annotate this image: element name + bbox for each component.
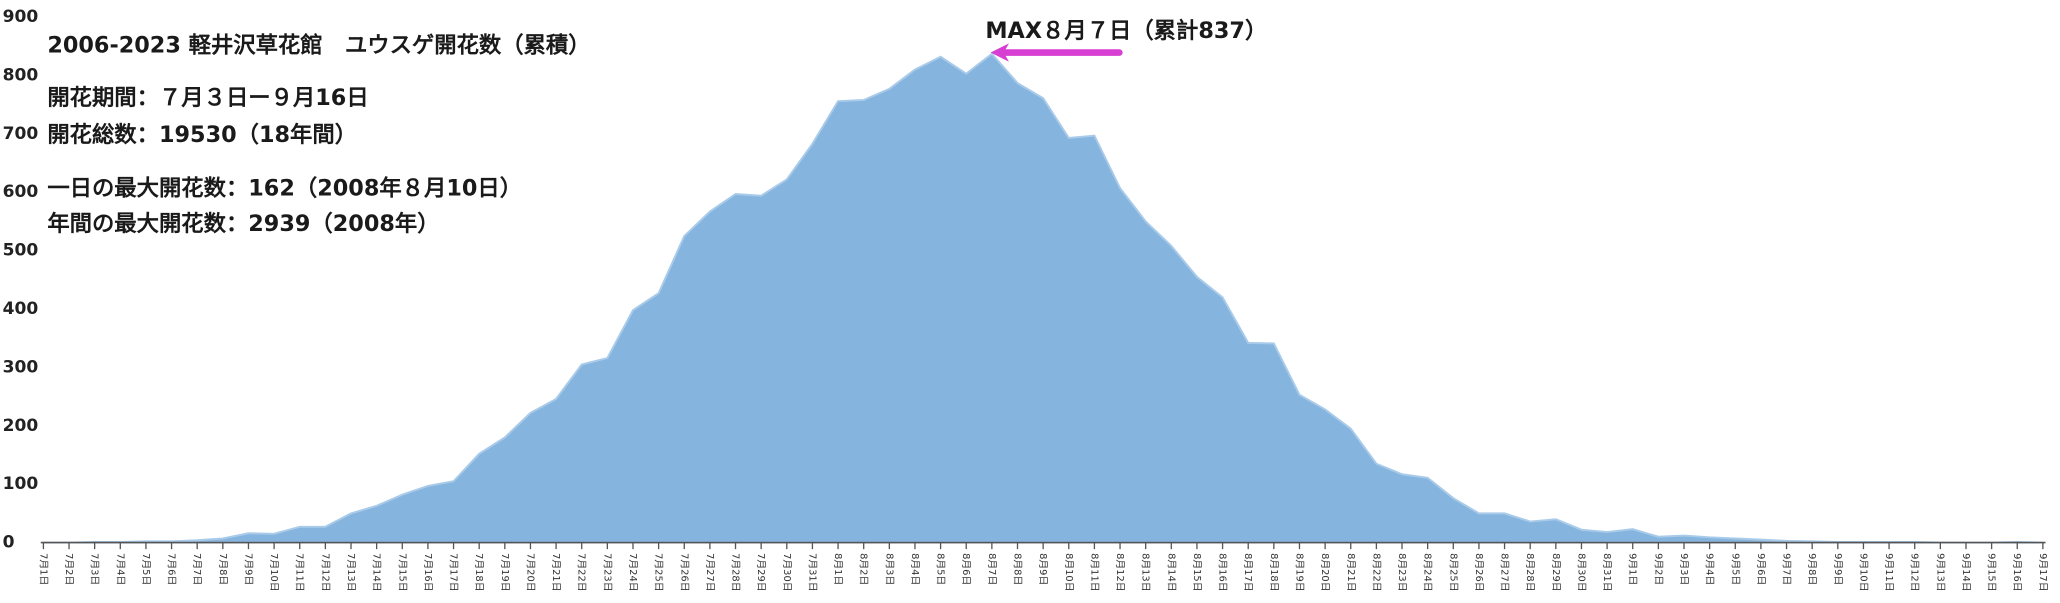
x-tick-label: 9月15日 bbox=[1986, 553, 1998, 591]
x-tick-label: 8月27日 bbox=[1499, 553, 1511, 591]
x-tick-label: 9月6日 bbox=[1755, 553, 1767, 585]
x-tick-label: 7月13日 bbox=[345, 553, 357, 591]
x-tick-label: 8月31日 bbox=[1601, 553, 1613, 591]
y-tick-label: 400 bbox=[3, 299, 39, 319]
x-tick-label: 9月13日 bbox=[1934, 553, 1946, 591]
chart-title: 2006-2023 軽井沢草花館 ユウスゲ開花数（累積） bbox=[47, 31, 590, 58]
x-tick-label: 9月7日 bbox=[1781, 553, 1793, 585]
x-tick-label: 7月18日 bbox=[473, 553, 485, 591]
x-tick-label: 9月4日 bbox=[1704, 553, 1716, 585]
x-tick-label: 7月31日 bbox=[806, 553, 818, 591]
y-tick-label: 200 bbox=[3, 416, 39, 436]
x-tick-label: 7月24日 bbox=[627, 553, 639, 591]
x-tick-label: 7月9日 bbox=[242, 553, 254, 585]
y-tick-label: 600 bbox=[3, 182, 39, 202]
x-tick-label: 8月5日 bbox=[935, 553, 947, 585]
x-tick-label: 9月14日 bbox=[1960, 553, 1972, 591]
x-tick-label: 8月26日 bbox=[1473, 553, 1485, 591]
x-tick-label: 8月2日 bbox=[858, 553, 870, 585]
x-tick-label: 8月21日 bbox=[1345, 553, 1357, 591]
x-tick-label: 9月12日 bbox=[1909, 553, 1921, 591]
x-tick-label: 9月5日 bbox=[1729, 553, 1741, 585]
x-tick-label: 7月6日 bbox=[166, 553, 178, 585]
annotation-arrowhead bbox=[990, 43, 1009, 62]
y-tick-label: 700 bbox=[3, 124, 39, 144]
x-tick-label: 8月23日 bbox=[1396, 553, 1408, 591]
note: 開花総数：19530（18年間） bbox=[47, 121, 357, 148]
x-tick-label: 7月5日 bbox=[140, 553, 152, 585]
x-tick-label: 9月9日 bbox=[1832, 553, 1844, 585]
x-tick-label: 8月8日 bbox=[1012, 553, 1024, 585]
x-tick-label: 9月17日 bbox=[2037, 553, 2049, 591]
x-tick-label: 8月20日 bbox=[1319, 553, 1331, 591]
x-tick-label: 7月11日 bbox=[294, 553, 306, 591]
x-tick-label: 8月12日 bbox=[1114, 553, 1126, 591]
x-tick-label: 7月29日 bbox=[755, 553, 767, 591]
y-tick-label: 300 bbox=[3, 357, 39, 377]
x-tick-label: 7月21日 bbox=[550, 553, 562, 591]
x-tick-label: 8月1日 bbox=[832, 553, 844, 585]
x-tick-label: 9月2日 bbox=[1652, 553, 1664, 585]
x-tick-label: 7月20日 bbox=[524, 553, 536, 591]
x-tick-label: 8月9日 bbox=[1037, 553, 1049, 585]
x-tick-label: 7月26日 bbox=[678, 553, 690, 591]
note: 一日の最大開花数：162（2008年８月10日） bbox=[47, 175, 522, 202]
area bbox=[43, 52, 2043, 544]
x-tick-label: 7月7日 bbox=[191, 553, 203, 585]
x-tick-label: 7月16日 bbox=[422, 553, 434, 591]
x-tick-label: 7月12日 bbox=[319, 553, 331, 591]
x-tick-label: 9月11日 bbox=[1883, 553, 1895, 591]
x-tick-label: 7月28日 bbox=[730, 553, 742, 591]
x-tick-label: 7月10日 bbox=[268, 553, 280, 591]
x-tick-label: 7月19日 bbox=[499, 553, 511, 591]
x-tick-label: 7月22日 bbox=[576, 553, 588, 591]
x-tick-label: 8月30日 bbox=[1575, 553, 1587, 591]
x-tick-label: 8月15日 bbox=[1191, 553, 1203, 591]
x-tick-label: 9月3日 bbox=[1678, 553, 1690, 585]
x-tick-label: 8月13日 bbox=[1140, 553, 1152, 591]
y-tick-label: 500 bbox=[3, 241, 39, 261]
x-tick-label: 8月10日 bbox=[1063, 553, 1075, 591]
x-tick-label: 7月15日 bbox=[396, 553, 408, 591]
x-tick-label: 8月19日 bbox=[1293, 553, 1305, 591]
x-tick-label: 8月6日 bbox=[960, 553, 972, 585]
annotation: MAX８月７日（累計837） bbox=[985, 17, 1267, 44]
x-tick-label: 8月28日 bbox=[1524, 553, 1536, 591]
x-tick-label: 7月3日 bbox=[89, 553, 101, 585]
note: 年間の最大開花数：2939（2008年） bbox=[47, 210, 439, 237]
y-tick-label: 100 bbox=[3, 474, 39, 494]
x-tick-label: 9月10日 bbox=[1857, 553, 1869, 591]
y-tick-label: 0 bbox=[3, 533, 15, 553]
x-tick-label: 7月30日 bbox=[781, 553, 793, 591]
x-tick-label: 7月14日 bbox=[371, 553, 383, 591]
x-tick-label: 7月17日 bbox=[448, 553, 460, 591]
x-tick-label: 8月7日 bbox=[986, 553, 998, 585]
x-tick-label: 8月14日 bbox=[1165, 553, 1177, 591]
x-tick-label: 8月24日 bbox=[1422, 553, 1434, 591]
x-tick-label: 7月23日 bbox=[601, 553, 613, 591]
x-tick-label: 9月8日 bbox=[1806, 553, 1818, 585]
x-tick-label: 7月25日 bbox=[653, 553, 665, 591]
x-tick-label: 8月4日 bbox=[909, 553, 921, 585]
x-tick-label: 7月8日 bbox=[217, 553, 229, 585]
x-tick-label: 8月29日 bbox=[1550, 553, 1562, 591]
x-tick-label: 8月16日 bbox=[1217, 553, 1229, 591]
x-tick-label: 8月18日 bbox=[1268, 553, 1280, 591]
y-tick-label: 900 bbox=[3, 7, 39, 27]
x-tick-label: 8月3日 bbox=[883, 553, 895, 585]
x-tick-label: 8月25日 bbox=[1447, 553, 1459, 591]
x-tick-label: 7月2日 bbox=[63, 553, 75, 585]
x-tick-label: 8月11日 bbox=[1088, 553, 1100, 591]
x-tick-label: 8月22日 bbox=[1370, 553, 1382, 591]
x-tick-label: 7月27日 bbox=[704, 553, 716, 591]
x-tick-label: 9月1日 bbox=[1627, 553, 1639, 585]
x-tick-label: 7月1日 bbox=[37, 553, 49, 585]
x-tick-label: 9月16日 bbox=[2011, 553, 2023, 591]
note: 開花期間：７月３日ー９月16日 bbox=[47, 85, 368, 111]
x-tick-label: 8月17日 bbox=[1242, 553, 1254, 591]
y-tick-label: 800 bbox=[3, 65, 39, 85]
x-tick-label: 7月4日 bbox=[114, 553, 126, 585]
